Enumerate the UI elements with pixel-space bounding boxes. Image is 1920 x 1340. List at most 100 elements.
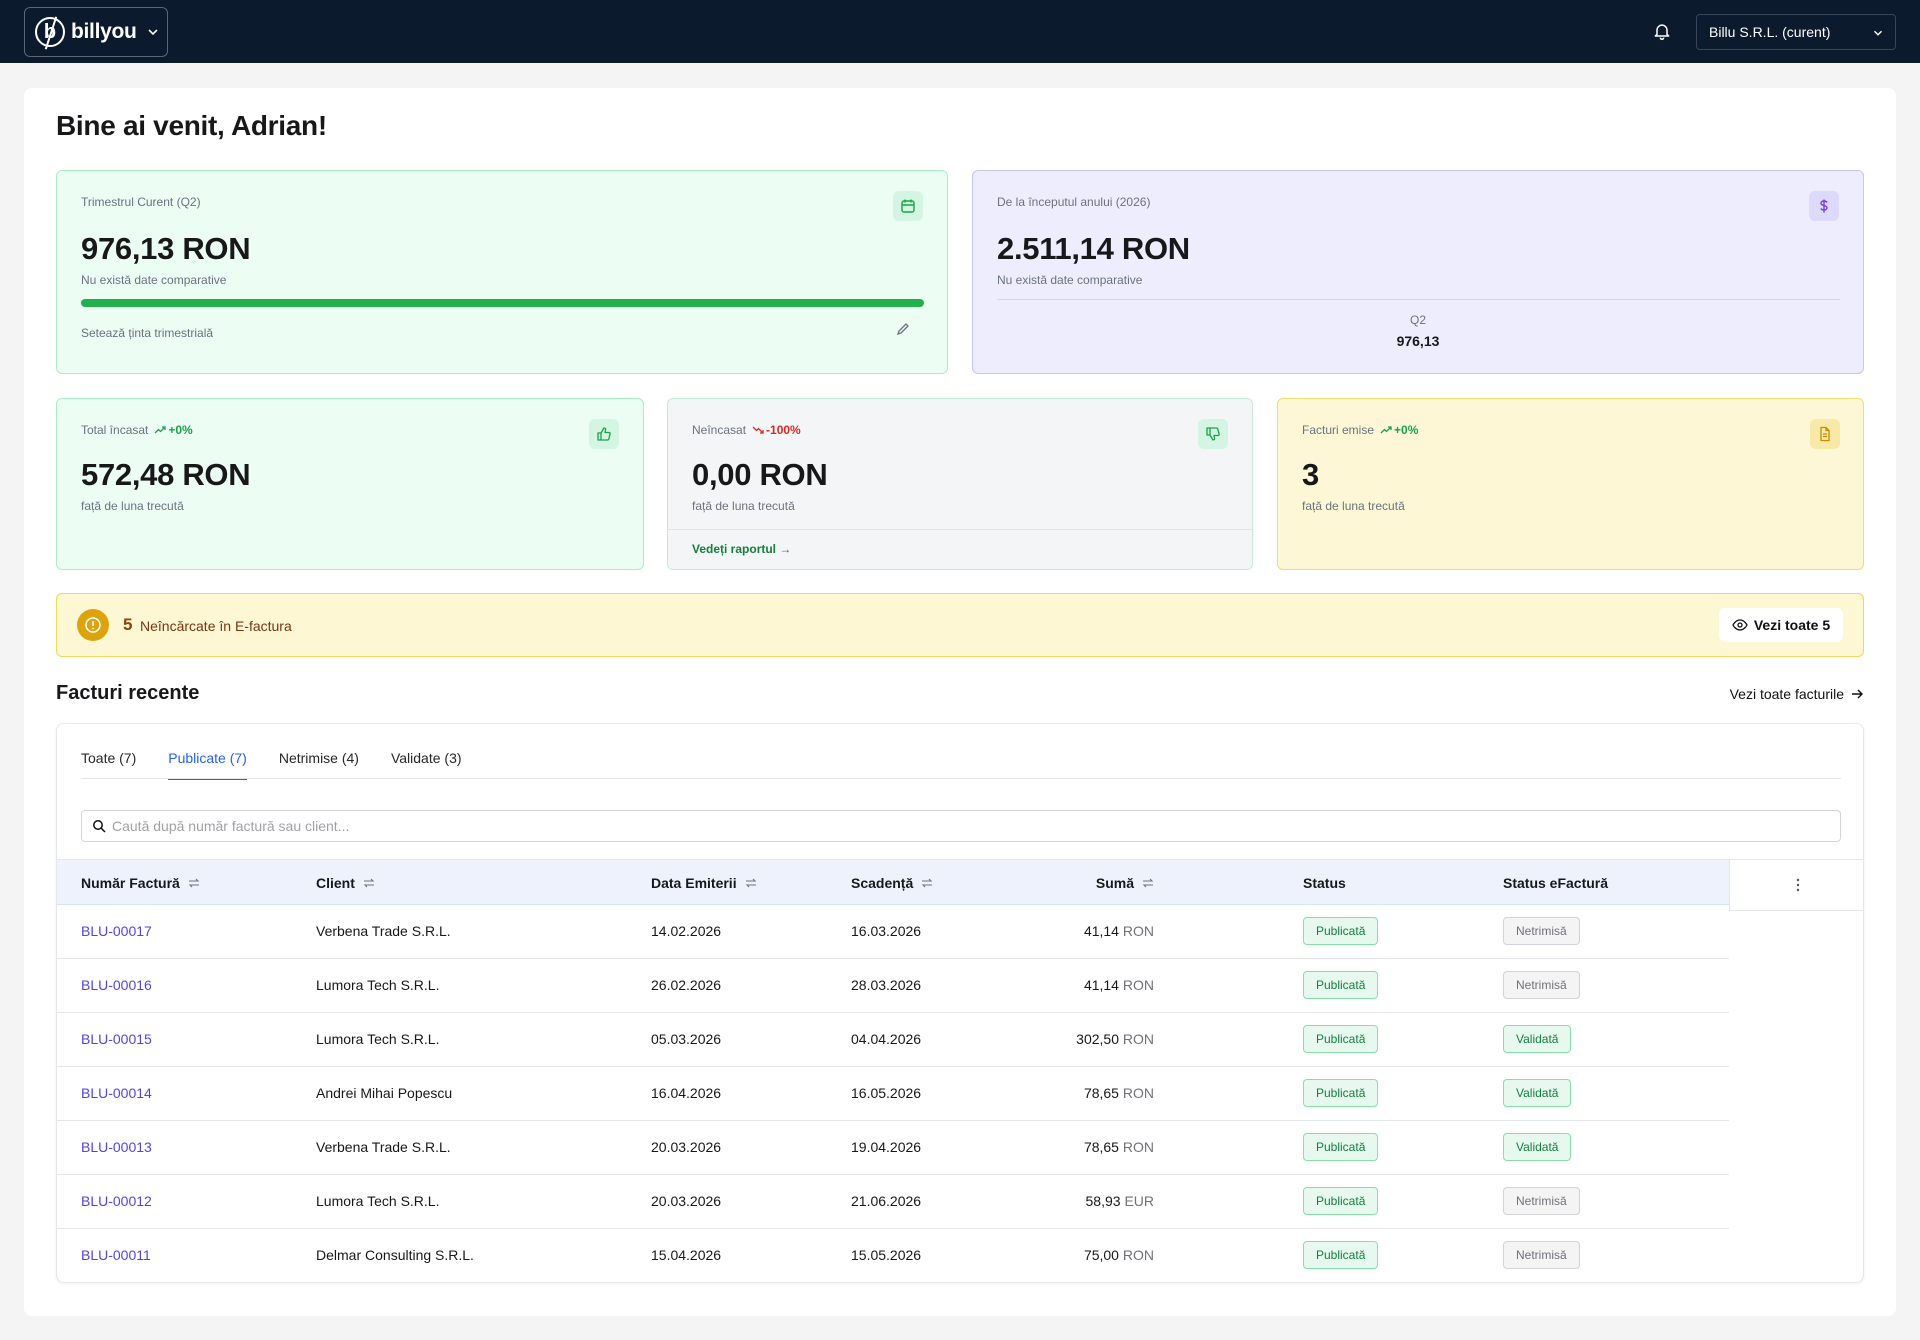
arrow-right-icon [1852,689,1863,699]
amount: 302,50 RON [1076,1031,1154,1047]
see-all-invoices-link[interactable]: Vezi toate facturile [1730,686,1864,702]
invoices-table-card: Toate (7) Publicate (7) Netrimise (4) Va… [56,723,1864,1283]
table-row[interactable]: BLU-00017 Verbena Trade S.R.L. 14.02.202… [57,905,1729,959]
page-title: Bine ai venit, Adrian! [56,110,327,141]
table-row[interactable]: BLU-00016 Lumora Tech S.R.L. 26.02.2026 … [57,959,1729,1013]
tab-unsent[interactable]: Netrimise (4) [278,750,359,766]
amount: 58,93 EUR [1085,1193,1155,1209]
chevron-down-icon [148,29,158,36]
invoice-number-link[interactable]: BLU-00011 [81,1247,151,1263]
dollar-icon [1809,191,1839,221]
tab-validated[interactable]: Validate (3) [390,750,462,766]
view-report-link[interactable]: Vedeți raportul → [692,542,792,556]
client-name: Verbena Trade S.R.L. [316,923,451,939]
table-row[interactable]: BLU-00013 Verbena Trade S.R.L. 20.03.202… [57,1121,1729,1175]
client-name: Delmar Consulting S.R.L. [316,1247,474,1263]
trend-up-icon: +0% [1380,423,1418,437]
issue-date: 16.04.2026 [651,1085,722,1101]
bell-icon[interactable] [1652,21,1672,41]
column-header-efactura: Status eFactură [1503,875,1609,891]
table-row[interactable]: BLU-00011 Delmar Consulting S.R.L. 15.04… [57,1229,1729,1282]
invoice-number-link[interactable]: BLU-00015 [81,1031,152,1047]
amount: 78,65 RON [1083,1139,1154,1155]
client-name: Verbena Trade S.R.L. [316,1139,451,1155]
sort-icon [188,878,200,888]
tab-published[interactable]: Publicate (7) [168,750,247,780]
due-date: 16.03.2026 [851,923,922,939]
sort-icon [745,878,756,888]
thumbs-up-icon [589,419,619,449]
column-header-issued[interactable]: Data Emiterii [651,875,757,891]
collected-sub: față de luna trecută [81,499,184,513]
logo-text: billyou [71,20,137,43]
efactura-status-badge: Netrimisă [1503,917,1580,945]
column-header-number[interactable]: Număr Factură [81,875,200,891]
tabs-divider [81,778,1841,779]
sort-icon [921,878,933,888]
invoice-number-link[interactable]: BLU-00012 [81,1193,152,1209]
invoices-issued-card: Facturi emise +0% 3 față de luna trecută [1277,398,1864,570]
status-badge: Publicată [1303,1241,1379,1269]
table-header: Număr Factură Client Data Emiterii Scade… [57,859,1729,905]
efactura-status-badge: Netrimisă [1503,1187,1580,1215]
table-row[interactable]: BLU-00014 Andrei Mihai Popescu 16.04.202… [57,1067,1729,1121]
table-row[interactable]: BLU-00015 Lumora Tech S.R.L. 05.03.2026 … [57,1013,1729,1067]
efactura-status-badge: Netrimisă [1503,1241,1580,1269]
uncollected-card: Neîncasat -100% 0,00 RON față de luna tr… [667,398,1253,570]
status-badge: Publicată [1303,1025,1379,1053]
due-date: 21.06.2026 [851,1193,922,1209]
issue-date: 15.04.2026 [651,1247,722,1263]
app-switcher[interactable]: b billyou [24,7,168,57]
due-date: 19.04.2026 [851,1139,922,1155]
table-row[interactable]: BLU-00012 Lumora Tech S.R.L. 20.03.2026 … [57,1175,1729,1229]
invoice-number-link[interactable]: BLU-00016 [81,977,152,993]
search-placeholder: Caută după număr factură sau client... [112,818,350,834]
year-card: De la începutul anului (2026) 2.511,14 R… [972,170,1864,374]
quarter-sub: Nu există date comparative [81,273,227,287]
sort-icon [363,878,375,888]
uncollected-label: Neîncasat -100% [692,423,801,437]
status-badge: Publicată [1303,917,1379,945]
column-header-amount[interactable]: Sumă [1096,875,1154,891]
column-header-client[interactable]: Client [316,875,375,891]
invoices-issued-value: 3 [1302,457,1319,492]
due-date: 15.05.2026 [851,1247,922,1263]
column-options-button[interactable] [1729,859,1863,911]
document-icon [1810,419,1840,449]
issue-date: 14.02.2026 [651,923,722,939]
amount: 41,14 RON [1083,923,1154,939]
kebab-menu-icon [1796,878,1799,892]
issue-date: 26.02.2026 [651,977,722,993]
invoice-number-link[interactable]: BLU-00014 [81,1085,152,1101]
set-target-label: Setează ținta trimestrială [81,326,214,340]
search-icon [93,820,106,833]
pencil-icon[interactable] [895,321,911,337]
invoices-issued-sub: față de luna trecută [1302,499,1405,513]
year-sub: Nu există date comparative [997,273,1143,287]
collected-value: 572,48 RON [81,457,251,492]
efactura-status-badge: Validată [1503,1079,1572,1107]
company-select[interactable]: Billu S.R.L. (curent) [1696,14,1896,50]
recent-invoices-title: Facturi recente [56,682,200,704]
invoice-number-link[interactable]: BLU-00017 [81,923,152,939]
year-value: 2.511,14 RON [997,231,1190,266]
status-badge: Publicată [1303,971,1379,999]
logo-icon: b [35,16,65,50]
quarter-breakdown-value: 976,13 [1396,333,1440,349]
due-date: 28.03.2026 [851,977,922,993]
view-all-alert-button[interactable]: Vezi toate 5 [1719,608,1843,642]
due-date: 04.04.2026 [851,1031,922,1047]
sort-icon [1142,878,1154,888]
eye-icon [1732,619,1748,631]
calendar-icon [893,191,923,221]
tab-all[interactable]: Toate (7) [81,750,137,766]
efactura-status-badge: Validată [1503,1025,1572,1053]
alert-circle-icon [77,609,109,641]
quarter-card: Trimestrul Curent (Q2) 976,13 RON Nu exi… [56,170,948,374]
column-header-due[interactable]: Scadență [851,875,933,891]
invoice-tabs: Toate (7) Publicate (7) Netrimise (4) Va… [81,750,462,780]
invoice-number-link[interactable]: BLU-00013 [81,1139,152,1155]
search-input[interactable]: Caută după număr factură sau client... [81,810,1841,842]
efactura-status-badge: Validată [1503,1133,1572,1161]
trend-down-icon: -100% [752,423,801,437]
